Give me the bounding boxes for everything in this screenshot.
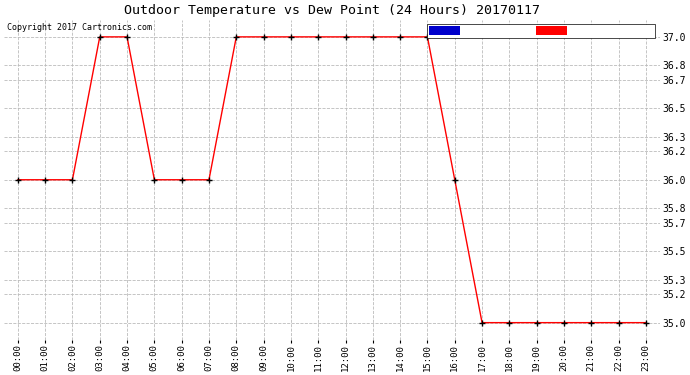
Legend: Dew Point (°F), Temperature (°F): Dew Point (°F), Temperature (°F): [427, 24, 655, 38]
Text: Copyright 2017 Cartronics.com: Copyright 2017 Cartronics.com: [8, 23, 152, 32]
Title: Outdoor Temperature vs Dew Point (24 Hours) 20170117: Outdoor Temperature vs Dew Point (24 Hou…: [124, 4, 540, 17]
